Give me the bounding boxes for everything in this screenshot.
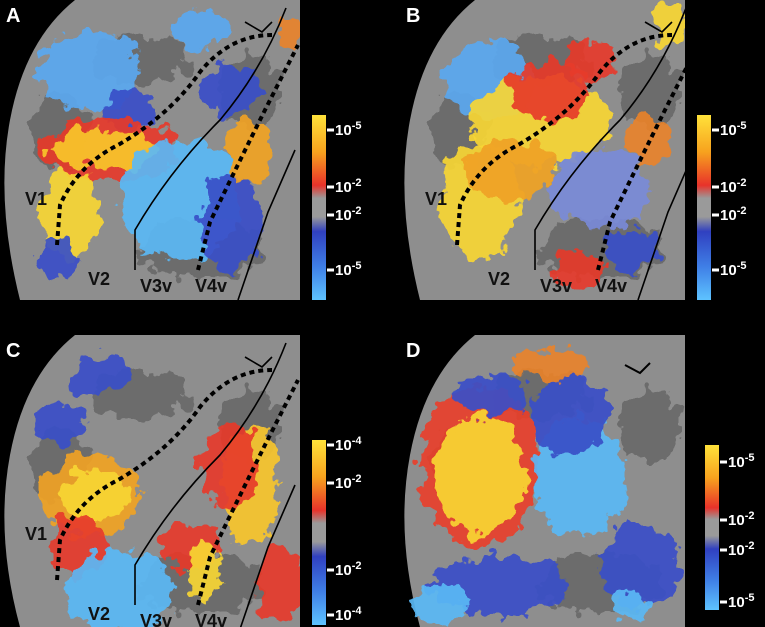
blob — [550, 150, 650, 230]
blob — [170, 10, 230, 50]
panel: V1 V2 V3v V4v A — [4, 0, 302, 300]
label-base: 10 — [335, 437, 352, 454]
area-label: V1 — [25, 189, 47, 209]
area-label: V4v — [595, 276, 627, 296]
area-label: V1 — [25, 524, 47, 544]
blob — [465, 140, 555, 200]
brain-map — [4, 335, 305, 627]
label-exponent: -5 — [745, 452, 755, 464]
brain-map — [404, 0, 698, 300]
page: V1V2V3vV4vA10-510-210-210-5V1V2V3vV4vB10… — [0, 0, 765, 627]
blob — [530, 375, 610, 455]
label-exponent: -2 — [352, 177, 362, 189]
label-base: 10 — [335, 207, 352, 224]
label-exponent: -4 — [352, 605, 363, 617]
label-exponent: -2 — [737, 177, 747, 189]
panel: V1 V2 V3v V4v C — [4, 335, 305, 627]
blob — [625, 115, 675, 165]
label-base: 10 — [728, 512, 745, 529]
blob — [35, 405, 85, 445]
label-base: 10 — [720, 179, 737, 196]
area-label: V1 — [425, 189, 447, 209]
area-label: V3v — [540, 276, 572, 296]
area-label: V3v — [140, 611, 172, 627]
panel-letter: C — [6, 340, 20, 362]
area-label: V2 — [488, 269, 510, 289]
blob — [40, 240, 80, 280]
label-base: 10 — [720, 122, 737, 139]
label-exponent: -2 — [352, 205, 362, 217]
area-label: V4v — [195, 611, 227, 627]
label-base: 10 — [335, 179, 352, 196]
colorbar-scale — [312, 440, 326, 625]
label-base: 10 — [335, 262, 352, 279]
blob — [435, 415, 525, 535]
label-base: 10 — [335, 122, 352, 139]
label-exponent: -5 — [352, 120, 362, 132]
label-base: 10 — [335, 607, 352, 624]
label-exponent: -2 — [745, 540, 755, 552]
area-label: V2 — [88, 269, 110, 289]
label-exponent: -2 — [737, 205, 747, 217]
area-label: V2 — [88, 604, 110, 624]
blob — [610, 590, 650, 620]
label-exponent: -2 — [352, 560, 362, 572]
label-exponent: -2 — [352, 473, 362, 485]
colorbar-scale — [697, 115, 711, 300]
blob — [450, 375, 530, 415]
label-exponent: -5 — [745, 592, 755, 604]
panel-letter: A — [6, 5, 20, 27]
label-exponent: -4 — [352, 435, 363, 447]
colorbar-scale — [312, 115, 326, 300]
blob — [255, 545, 305, 625]
area-label: V3v — [140, 276, 172, 296]
blob — [70, 355, 130, 395]
label-base: 10 — [720, 262, 737, 279]
blob — [565, 40, 615, 80]
label-base: 10 — [728, 594, 745, 611]
blob — [605, 230, 655, 270]
label-exponent: -5 — [737, 120, 747, 132]
blob — [510, 350, 590, 380]
area-label: V4v — [195, 276, 227, 296]
panel-letter: B — [406, 5, 420, 27]
brain-map — [4, 0, 302, 300]
label-exponent: -5 — [352, 260, 362, 272]
blob — [410, 585, 470, 625]
blob — [225, 120, 275, 180]
panel: D — [404, 335, 685, 627]
label-base: 10 — [728, 454, 745, 471]
colorbar-scale — [705, 445, 719, 610]
label-base: 10 — [335, 475, 352, 492]
label-base: 10 — [335, 562, 352, 579]
label-exponent: -2 — [745, 510, 755, 522]
brain-map — [404, 335, 685, 627]
panel-letter: D — [406, 340, 420, 362]
label-exponent: -5 — [737, 260, 747, 272]
figure: V1V2V3vV4vA10-510-210-210-5V1V2V3vV4vB10… — [0, 0, 765, 627]
label-base: 10 — [720, 207, 737, 224]
blob — [200, 425, 260, 505]
label-base: 10 — [728, 542, 745, 559]
dark-patch — [620, 385, 680, 465]
panel: V1 V2 V3v V4v B — [404, 0, 698, 300]
